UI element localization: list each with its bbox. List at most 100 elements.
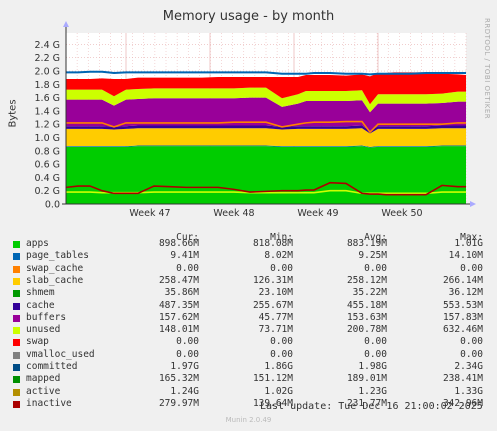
legend-avg-value: 455.18M bbox=[346, 299, 387, 311]
legend-max-value: 266.14M bbox=[442, 274, 483, 286]
y-tick-label: 2.4 G bbox=[35, 40, 61, 51]
area-shmem bbox=[66, 125, 466, 134]
rrdtool-watermark: RRDTOOL / TOBI OETIKER bbox=[483, 18, 491, 120]
legend-cur-value: 35.86M bbox=[164, 287, 199, 299]
y-axis-arrow bbox=[63, 21, 69, 27]
legend-cur-value: 148.01M bbox=[158, 324, 199, 336]
legend-min-value: 0.00 bbox=[270, 336, 293, 348]
legend-row-unused: unused 148.01M 73.71M 200.78M 632.46M bbox=[0, 324, 497, 336]
area-apps bbox=[66, 146, 466, 204]
legend-cur-value: 1.24G bbox=[170, 385, 199, 397]
legend-swatch bbox=[13, 290, 20, 298]
y-tick-label: 1.8 G bbox=[35, 80, 61, 91]
legend-swatch bbox=[13, 314, 20, 322]
y-axis-ticks: 0.0 0.2 G 0.4 G 0.6 G 0.8 G 1.0 G 1.2 G 1.4 G 1.… bbox=[35, 40, 61, 211]
legend-row-swap-cache: swap_cache 0.00 0.00 0.00 0.00 bbox=[0, 263, 497, 275]
legend-min-value: 255.67M bbox=[252, 299, 293, 311]
legend-cur-value: 9.41M bbox=[170, 250, 199, 262]
area-unused bbox=[66, 72, 466, 105]
legend-cur-value: 0.00 bbox=[176, 262, 199, 274]
legend-cur-value: 279.97M bbox=[158, 397, 199, 409]
y-tick-label: 0.0 bbox=[45, 200, 60, 211]
legend-avg-value: 0.00 bbox=[364, 262, 387, 274]
legend-name: inactive bbox=[26, 397, 72, 409]
y-tick-label: 2.0 G bbox=[35, 67, 61, 78]
legend-min-value: 0.00 bbox=[270, 348, 293, 360]
legend-min-value: 0.00 bbox=[270, 262, 293, 274]
legend-avg-value: 0.00 bbox=[364, 336, 387, 348]
legend-swatch bbox=[13, 339, 20, 347]
line-active bbox=[66, 120, 466, 134]
legend-row-slab-cache: slab_cache 258.47M 126.31M 258.12M 266.14M bbox=[0, 275, 497, 287]
legend-min-value: 1.02G bbox=[264, 385, 293, 397]
legend-cur-value: 898.66M bbox=[158, 238, 199, 249]
line-inactive bbox=[65, 181, 466, 196]
legend-row-vmalloc-used: vmalloc_used 0.00 0.00 0.00 0.00 bbox=[0, 349, 497, 361]
legend-name: apps bbox=[26, 238, 49, 249]
legend-row-page-tables: page_tables 9.41M 8.02M 9.25M 14.10M bbox=[0, 250, 497, 262]
x-tick-label: Week 47 bbox=[129, 208, 170, 219]
legend-avg-value: 258.12M bbox=[346, 274, 387, 286]
y-tick-label: 1.0 G bbox=[35, 133, 61, 144]
legend-avg-value: 200.78M bbox=[346, 324, 387, 336]
x-axis-arrow bbox=[470, 201, 476, 207]
legend-min-value: 8.02M bbox=[264, 250, 293, 262]
munin-version: Munin 2.0.49 bbox=[225, 416, 272, 424]
area-buffers bbox=[66, 87, 466, 113]
legend-min-value: 818.08M bbox=[252, 238, 293, 249]
area-slab-cache bbox=[66, 128, 466, 147]
legend-swatch bbox=[13, 277, 20, 285]
legend-cur-value: 0.00 bbox=[176, 348, 199, 360]
legend-row-mapped: mapped 165.32M 151.12M 189.01M 238.41M bbox=[0, 373, 497, 385]
legend-avg-value: 883.19M bbox=[346, 238, 387, 249]
legend-swatch bbox=[13, 388, 20, 396]
legend-max-value: 553.53M bbox=[442, 299, 483, 311]
legend-max-value: 1.33G bbox=[454, 385, 483, 397]
legend-row-swap: swap 0.00 0.00 0.00 0.00 bbox=[0, 336, 497, 348]
legend-swatch bbox=[13, 327, 20, 335]
legend-avg-value: 0.00 bbox=[364, 348, 387, 360]
legend-swatch bbox=[13, 376, 20, 384]
legend-max-value: 14.10M bbox=[448, 250, 483, 262]
y-tick-label: 1.4 G bbox=[35, 106, 61, 117]
legend-header-row: Cur: Min: Avg: Max: bbox=[0, 232, 497, 244]
legend-header-min: Min: bbox=[270, 232, 293, 243]
chart-title: Memory usage - by month bbox=[162, 9, 335, 24]
overlay-lines bbox=[65, 70, 466, 196]
legend-swatch bbox=[13, 302, 20, 310]
legend-min-value: 1.86G bbox=[264, 361, 293, 372]
x-tick-label: Week 49 bbox=[297, 208, 338, 219]
y-tick-label: 0.4 G bbox=[35, 173, 61, 184]
legend-max-value: 632.46M bbox=[442, 324, 483, 336]
legend-swatch bbox=[13, 364, 20, 371]
legend-cur-value: 487.35M bbox=[158, 299, 199, 311]
legend-name: buffers bbox=[26, 311, 67, 323]
legend-name: swap_cache bbox=[26, 262, 84, 274]
legend-row-active: active 1.24G 1.02G 1.23G 1.33G bbox=[0, 386, 497, 398]
legend-swatch bbox=[13, 253, 20, 261]
legend-name: slab_cache bbox=[26, 274, 84, 286]
legend-cur-value: 0.00 bbox=[176, 336, 199, 348]
y-tick-label: 0.6 G bbox=[35, 160, 61, 171]
legend-avg-value: 35.22M bbox=[352, 287, 387, 299]
legend-min-value: 126.31M bbox=[252, 274, 293, 286]
legend-cur-value: 165.32M bbox=[158, 373, 199, 385]
y-tick-label: 0.2 G bbox=[35, 186, 61, 197]
legend-row-shmem: shmem 35.86M 23.10M 35.22M 36.12M bbox=[0, 287, 497, 299]
y-tick-label: 2.2 G bbox=[35, 53, 61, 64]
y-tick-label: 1.6 G bbox=[35, 93, 61, 104]
legend-swatch bbox=[13, 241, 20, 248]
legend-name: shmem bbox=[26, 287, 55, 299]
legend-row-buffers: buffers 157.62M 45.77M 153.63M 157.83M bbox=[0, 312, 497, 324]
y-tick-label: 1.2 G bbox=[35, 120, 61, 131]
legend-min-value: 151.12M bbox=[252, 373, 293, 385]
legend-name: committed bbox=[26, 361, 78, 372]
legend-min-value: 45.77M bbox=[258, 311, 293, 323]
legend-cur-value: 1.97G bbox=[170, 361, 199, 372]
legend-row-cache: cache 487.35M 255.67M 455.18M 553.53M bbox=[0, 300, 497, 312]
legend-max-value: 0.00 bbox=[460, 348, 483, 360]
legend-max-value: 0.00 bbox=[460, 262, 483, 274]
x-tick-label: Week 50 bbox=[381, 208, 422, 219]
legend-avg-value: 1.98G bbox=[358, 361, 387, 372]
legend-max-value: 238.41M bbox=[442, 373, 483, 385]
